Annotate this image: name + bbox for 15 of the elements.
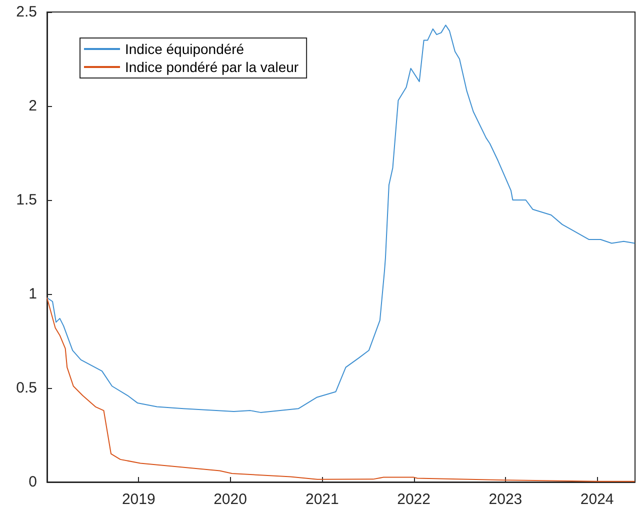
x-tick-label: 2019 xyxy=(122,491,156,508)
legend-label: Indice équipondéré xyxy=(125,41,244,57)
y-tick-label: 1 xyxy=(28,286,37,302)
x-tick-label: 2020 xyxy=(214,491,247,508)
x-tick-label: 2021 xyxy=(305,491,339,508)
x-tick-label: 2022 xyxy=(397,491,430,508)
y-tick-label: 0 xyxy=(28,474,37,490)
x-tick-label: 2023 xyxy=(488,491,522,508)
legend-label: Indice pondéré par la valeur xyxy=(125,59,299,75)
x-tick-label: 2024 xyxy=(580,491,614,508)
y-tick-label: 2 xyxy=(28,98,37,114)
y-tick-label: 1.5 xyxy=(16,192,37,208)
line-series xyxy=(46,24,636,413)
y-tick-label: 2.5 xyxy=(16,4,37,20)
y-tick-label: 0.5 xyxy=(16,380,37,396)
